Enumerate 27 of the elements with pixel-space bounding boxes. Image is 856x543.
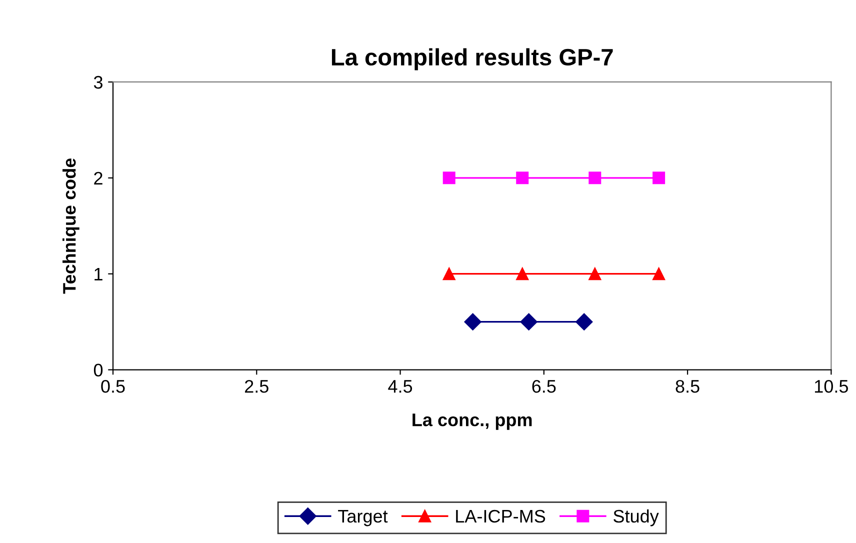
legend-label: Target bbox=[338, 510, 388, 526]
x-tick-label: 10.5 bbox=[814, 380, 848, 393]
point bbox=[442, 268, 456, 280]
x-tick-label: 0.5 bbox=[101, 380, 125, 393]
point bbox=[516, 172, 529, 184]
point bbox=[520, 313, 538, 330]
point bbox=[652, 268, 666, 280]
y-tick-label: 3 bbox=[94, 76, 102, 89]
point bbox=[442, 172, 456, 184]
point bbox=[576, 313, 593, 330]
x-tick-label: 2.5 bbox=[244, 380, 268, 393]
point bbox=[588, 172, 602, 184]
chart-title: La compiled results GP-7 bbox=[332, 48, 613, 70]
point bbox=[652, 172, 666, 184]
x-tick-label: 4.5 bbox=[388, 380, 412, 393]
x-axis-title: La conc., ppm bbox=[412, 414, 532, 430]
legend-label: LA-ICP-MS bbox=[456, 510, 546, 523]
y-tick-label: 1 bbox=[94, 268, 102, 280]
point bbox=[464, 313, 482, 330]
y-axis-title: Technique code bbox=[62, 158, 80, 294]
x-tick-label: 6.5 bbox=[532, 380, 556, 393]
point bbox=[516, 268, 529, 280]
point bbox=[588, 268, 602, 280]
y-tick-label: 2 bbox=[94, 172, 102, 184]
x-tick-label: 8.5 bbox=[676, 380, 700, 393]
y-tick-label: 0 bbox=[94, 364, 103, 377]
legend-label: Study bbox=[614, 509, 659, 526]
